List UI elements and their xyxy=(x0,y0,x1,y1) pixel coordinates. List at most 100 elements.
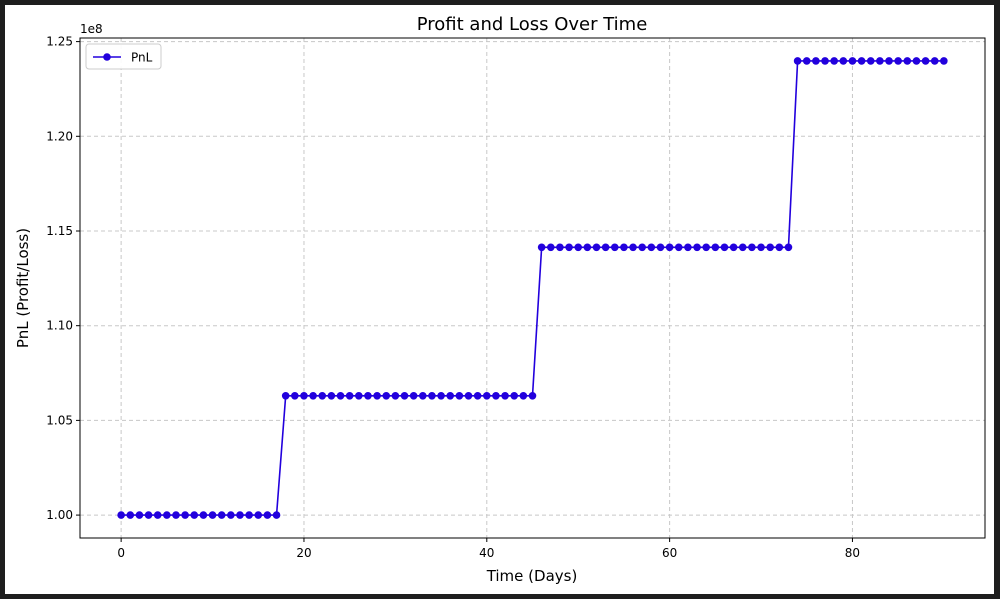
data-point xyxy=(117,511,125,519)
data-point xyxy=(153,511,162,519)
data-point xyxy=(455,391,464,400)
chart-title: Profit and Loss Over Time xyxy=(417,14,648,35)
data-point xyxy=(126,511,135,519)
data-point xyxy=(647,243,656,252)
data-point xyxy=(492,391,500,400)
data-point xyxy=(766,243,774,252)
data-point xyxy=(729,243,738,252)
data-point xyxy=(208,511,217,519)
data-point xyxy=(665,243,674,252)
data-point xyxy=(711,243,720,252)
x-axis: 0 20 40 60 80 xyxy=(117,538,860,560)
data-point xyxy=(876,57,884,65)
data-point xyxy=(419,391,427,400)
data-point xyxy=(227,511,235,519)
x-tick-label: 0 xyxy=(117,546,125,560)
y-tick-label: 1.15 xyxy=(46,224,73,238)
x-tick-label: 80 xyxy=(845,546,860,560)
x-tick-label: 40 xyxy=(479,546,494,560)
data-point xyxy=(345,391,354,400)
data-point xyxy=(327,391,336,400)
data-point xyxy=(199,511,208,519)
data-point xyxy=(565,243,573,252)
data-point xyxy=(519,391,528,400)
data-point xyxy=(674,243,683,252)
series-line-pnl xyxy=(121,60,944,516)
data-point xyxy=(437,391,445,400)
data-point xyxy=(638,243,646,252)
x-tick-label: 20 xyxy=(296,546,311,560)
data-point xyxy=(254,511,263,519)
data-point xyxy=(620,243,628,252)
y-tick-label: 1.25 xyxy=(46,35,73,49)
data-point xyxy=(885,57,893,65)
data-point xyxy=(802,57,811,65)
data-point xyxy=(546,243,555,252)
data-point xyxy=(528,391,537,400)
data-point xyxy=(537,243,546,252)
data-point xyxy=(473,391,482,400)
data-point xyxy=(464,391,473,400)
data-point xyxy=(720,243,729,252)
data-point xyxy=(373,391,381,400)
pnl-line-chart: 0 20 40 60 80 1.00 1.05 1.10 1.15 1.20 1.25 1e8 P… xyxy=(14,14,986,585)
data-point xyxy=(574,243,583,252)
data-point xyxy=(409,391,418,400)
data-point xyxy=(391,391,400,400)
data-point xyxy=(592,243,601,252)
data-point xyxy=(775,243,784,252)
data-point xyxy=(309,391,317,400)
data-point xyxy=(318,391,327,400)
legend-box xyxy=(85,43,162,70)
grid-lines xyxy=(80,38,985,538)
data-point xyxy=(866,57,875,65)
data-point xyxy=(501,391,509,400)
data-point xyxy=(793,57,802,65)
legend-entry-pnl: PnL xyxy=(131,51,153,65)
data-point xyxy=(702,243,710,252)
x-tick-label: 60 xyxy=(662,546,677,560)
data-point xyxy=(144,511,153,519)
data-point xyxy=(482,391,491,400)
data-point xyxy=(172,511,180,519)
data-point xyxy=(684,243,692,252)
data-point xyxy=(236,511,244,519)
data-point xyxy=(400,391,409,400)
data-point xyxy=(812,57,820,65)
data-point xyxy=(382,391,391,400)
data-point xyxy=(629,243,637,252)
y-axis: 1.00 1.05 1.10 1.15 1.20 1.25 xyxy=(46,35,80,522)
plot-area-frame xyxy=(79,37,986,539)
data-point xyxy=(610,243,619,252)
data-point xyxy=(446,391,455,400)
data-point xyxy=(135,511,144,519)
data-point xyxy=(181,511,189,519)
data-point xyxy=(190,511,199,519)
data-point xyxy=(364,391,372,400)
data-point xyxy=(748,243,756,252)
data-point xyxy=(848,57,857,65)
data-point xyxy=(839,57,848,65)
y-tick-label: 1.20 xyxy=(46,129,73,143)
data-point xyxy=(272,511,281,519)
data-point xyxy=(583,243,592,252)
y-tick-label: 1.00 xyxy=(46,508,73,522)
data-point xyxy=(921,57,930,65)
data-point xyxy=(355,391,363,400)
data-point xyxy=(217,511,226,519)
x-axis-label: Time (Days) xyxy=(486,567,578,585)
data-point xyxy=(601,243,610,252)
y-axis-label: PnL (Profit/Loss) xyxy=(14,228,32,348)
y-tick-label: 1.10 xyxy=(46,319,73,333)
data-point xyxy=(291,391,299,400)
data-point xyxy=(510,391,519,400)
y-offset-label: 1e8 xyxy=(80,22,103,36)
data-point xyxy=(263,511,272,519)
chart-figure: 0 20 40 60 80 1.00 1.05 1.10 1.15 1.20 1.25 1e8 P… xyxy=(5,5,994,594)
data-point xyxy=(556,243,564,252)
data-point xyxy=(428,391,436,400)
data-point xyxy=(757,243,765,252)
data-point xyxy=(784,243,793,252)
data-point xyxy=(894,57,902,65)
data-point xyxy=(930,57,939,65)
